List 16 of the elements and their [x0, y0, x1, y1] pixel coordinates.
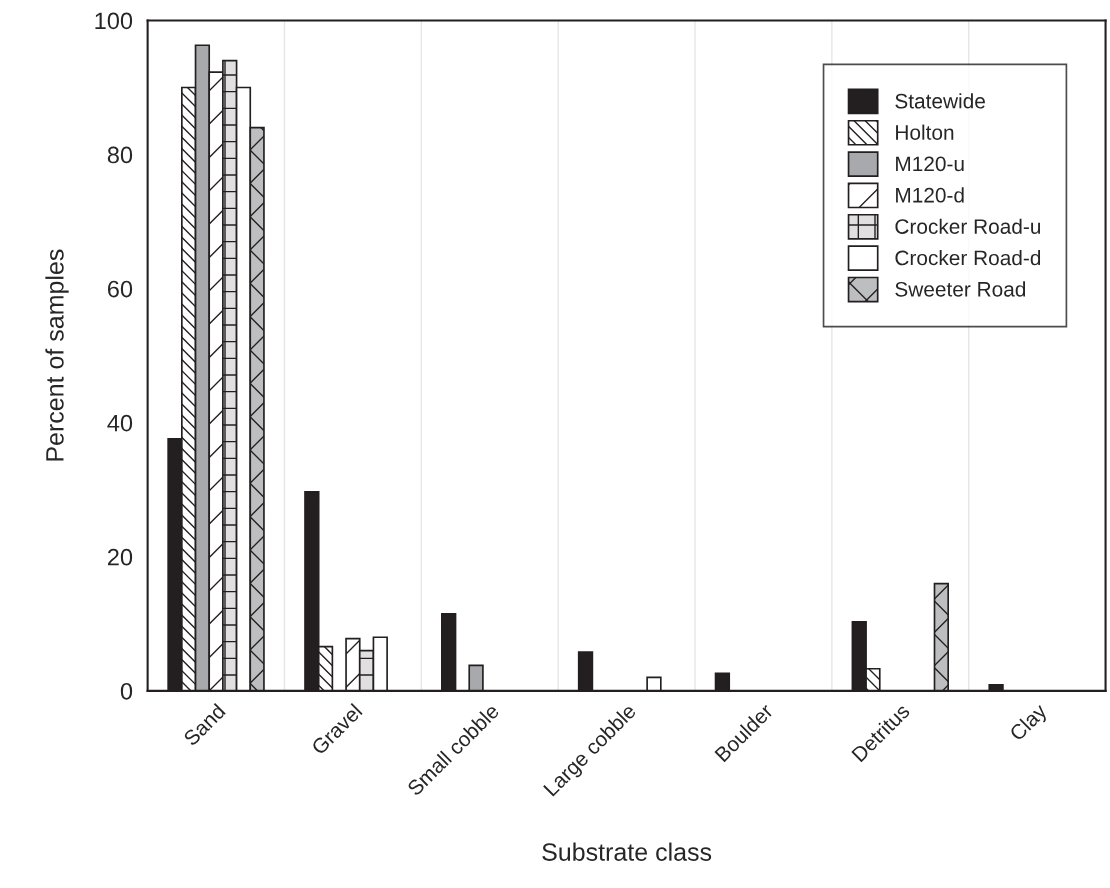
legend-label: M120-d — [896, 187, 964, 203]
legend-label: Sweeter Road — [895, 281, 1026, 297]
y-tick-label: 40 — [107, 414, 133, 432]
y-axis-title: Percent of samples — [45, 249, 69, 461]
x-axis-title: Substrate class — [542, 842, 712, 861]
y-tick-label: 0 — [120, 682, 133, 700]
y-tick-label: 100 — [95, 12, 133, 30]
legend-label: Crocker Road-d — [895, 249, 1041, 266]
y-tick-label: 20 — [107, 548, 133, 566]
legend-label: Crocker Road-u — [895, 218, 1041, 234]
legend-label: M120-u — [896, 156, 964, 172]
legend-label: Statewide — [895, 93, 985, 109]
y-tick-label: 80 — [107, 146, 133, 164]
legend-label: Holton — [896, 124, 954, 140]
y-tick-label: 60 — [107, 280, 133, 298]
x-tick-label: Clay — [1008, 702, 1051, 745]
